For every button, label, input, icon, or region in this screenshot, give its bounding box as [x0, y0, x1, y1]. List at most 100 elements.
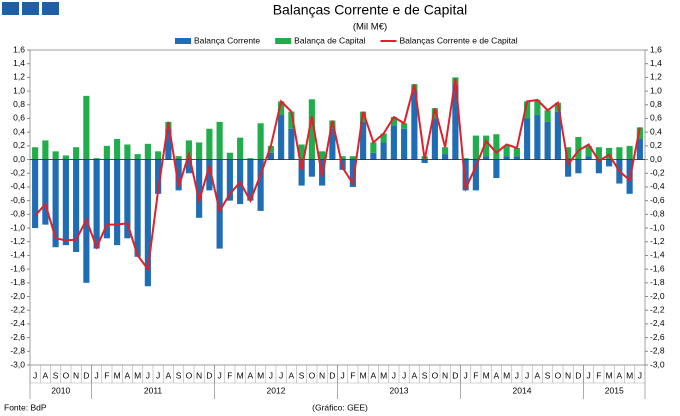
x-tick-label: O	[309, 370, 316, 380]
line	[34, 78, 641, 272]
bar	[534, 115, 541, 160]
y-tick-label: -1,6	[10, 263, 25, 273]
y-tick-label: -1,2	[10, 236, 25, 246]
group-label: 2014	[513, 385, 532, 395]
y-tick-label: 1,0	[13, 85, 25, 95]
bar	[380, 142, 387, 160]
bar	[165, 128, 172, 160]
x-tick-label: S	[176, 370, 182, 380]
bar	[370, 152, 377, 160]
x-tick-label: A	[371, 370, 377, 380]
y-tick-label: 0,4	[13, 126, 25, 136]
bar	[62, 159, 69, 246]
plot-frame	[29, 49, 646, 366]
bar	[554, 111, 561, 160]
x-tick-label: A	[43, 370, 49, 380]
bar	[267, 152, 274, 160]
x-tick-label: M	[380, 370, 387, 380]
y2-tick-label: -2,6	[650, 332, 665, 342]
y-tick-label: -0,6	[10, 195, 25, 205]
y2-tick-label: -2,2	[650, 304, 665, 314]
bar	[206, 128, 213, 160]
y-tick-label: -3,0	[10, 359, 25, 369]
x-tick-label: O	[555, 370, 562, 380]
y2-tick-label: 1,4	[650, 58, 662, 68]
y2-tick-label: 0,6	[650, 113, 662, 123]
bar	[134, 159, 141, 257]
x-tick-label: D	[575, 370, 581, 380]
bar	[401, 128, 408, 160]
x-tick-label: A	[248, 370, 254, 380]
bar	[606, 159, 613, 167]
bar	[431, 118, 438, 160]
bar	[360, 121, 367, 160]
bar	[595, 159, 602, 174]
bar	[308, 99, 315, 160]
x-tick-label: J	[341, 370, 345, 380]
bar	[42, 159, 49, 225]
bar	[472, 135, 479, 160]
bar	[175, 159, 182, 191]
y-tick-label: -0,2	[10, 168, 25, 178]
x-tick-label: M	[626, 370, 633, 380]
x-tick-label: S	[53, 370, 59, 380]
legend-label: Balanças Corrente e de Capital	[400, 35, 518, 45]
x-tick-label: M	[606, 370, 613, 380]
bar	[257, 123, 264, 160]
bar	[114, 159, 121, 246]
bar	[452, 84, 459, 160]
bar	[288, 111, 295, 129]
chart-subtitle: (Mil M€)	[353, 22, 387, 33]
bar	[626, 145, 633, 160]
x-tick-label: N	[196, 370, 202, 380]
bar	[319, 151, 326, 160]
bar	[52, 159, 59, 248]
bar	[226, 152, 233, 160]
bar	[513, 156, 520, 160]
bar	[462, 158, 469, 160]
legend-label: Balança de Capital	[294, 35, 365, 45]
bar	[411, 91, 418, 160]
y-tick-label: 0,6	[13, 113, 25, 123]
credit: (Gráfico: GEE)	[312, 402, 368, 412]
group-label: 2012	[267, 385, 286, 395]
y2-tick-label: 0,2	[650, 140, 662, 150]
y2-tick-label: 1,0	[650, 85, 662, 95]
y-tick-label: -2,4	[10, 318, 25, 328]
bar	[534, 99, 541, 116]
bar	[524, 118, 531, 160]
x-tick-label: F	[227, 370, 232, 380]
y2-tick-label: 1,6	[650, 44, 662, 54]
bar	[503, 156, 510, 160]
bar	[73, 147, 80, 160]
bar	[483, 135, 490, 157]
x-tick-label: D	[329, 370, 335, 380]
x-tick-label: M	[114, 370, 121, 380]
x-tick-label: A	[535, 370, 541, 380]
x-tick-label: J	[156, 370, 160, 380]
bar	[483, 156, 490, 160]
group-label: 2013	[390, 385, 409, 395]
x-tick-label: D	[83, 370, 89, 380]
logo-square	[2, 2, 19, 15]
x-tick-label: J	[392, 370, 396, 380]
bar	[370, 142, 377, 153]
bar	[216, 159, 223, 249]
y-tick-label: -1,4	[10, 250, 25, 260]
bar	[349, 156, 356, 160]
x-tick-label: J	[33, 370, 37, 380]
x-tick-label: A	[617, 370, 623, 380]
x-tick-label: M	[360, 370, 367, 380]
y-tick-label: -0,4	[10, 181, 25, 191]
y2-tick-label: -2,4	[650, 318, 665, 328]
bar	[124, 159, 131, 239]
x-tick-label: O	[432, 370, 439, 380]
x-tick-label: M	[237, 370, 244, 380]
y2-tick-label: 0,4	[650, 126, 662, 136]
legend-swatch	[275, 38, 292, 44]
y2-tick-label: -0,2	[650, 168, 665, 178]
x-tick-label: M	[503, 370, 510, 380]
y2-tick-label: -0,8	[650, 209, 665, 219]
x-tick-label: J	[587, 370, 591, 380]
x-tick-label: M	[257, 370, 264, 380]
